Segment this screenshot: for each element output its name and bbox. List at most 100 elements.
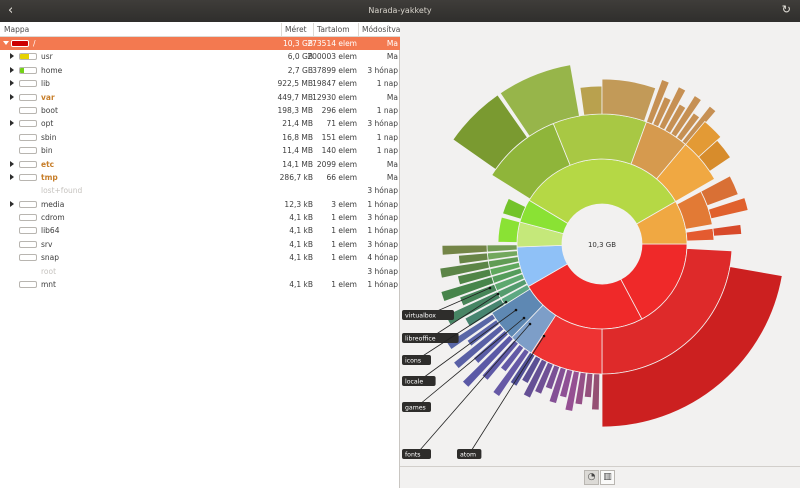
callout-dot (488, 286, 492, 290)
back-arrow-icon[interactable]: ‹ (8, 3, 14, 18)
table-row[interactable]: cdrom 4,1 kB 1 elem 3 hónap (0, 211, 400, 224)
usage-bar (19, 66, 37, 74)
treemap-chart-icon[interactable]: ▥ (600, 470, 615, 485)
reload-icon[interactable]: ↻ (781, 3, 791, 16)
expander-arrow-icon[interactable] (10, 53, 14, 60)
rings-chart[interactable]: 10,3 GB virtualbox libreoffice icons locale g… (400, 22, 800, 466)
expander-arrow-icon[interactable] (10, 200, 14, 207)
ring-segment[interactable] (645, 79, 670, 125)
ring-segment[interactable] (583, 372, 594, 399)
table-row[interactable]: media 12,3 kB 3 elem 1 hónap (0, 198, 400, 211)
table-row[interactable]: lib 922,5 MB 19847 elem 1 nap (0, 77, 400, 90)
ring-segment[interactable] (499, 64, 580, 137)
expander-arrow-icon[interactable] (10, 120, 14, 127)
ring-segment[interactable] (534, 361, 554, 395)
folder-size: 198,3 MB (277, 105, 313, 115)
ring-segment[interactable] (502, 197, 527, 220)
folder-modified: 1 nap (376, 105, 398, 115)
table-row[interactable]: srv 4,1 kB 1 elem 3 hónap (0, 238, 400, 251)
table-row[interactable]: home 2,7 GB 37899 elem 3 hónap (0, 64, 400, 77)
ring-segment[interactable] (522, 358, 548, 399)
ring-segment[interactable] (664, 103, 687, 134)
callout-label-box (402, 310, 454, 320)
callout-dot (504, 300, 508, 304)
ring-segment[interactable] (670, 95, 702, 138)
ring-segment[interactable] (559, 368, 574, 399)
ring-segment[interactable] (499, 343, 525, 373)
rings-chart-icon[interactable]: ◔ (584, 470, 599, 485)
ring-segment[interactable] (440, 276, 495, 302)
expander-arrow-icon[interactable] (10, 93, 14, 100)
ring-segment[interactable] (700, 175, 739, 207)
folder-size: 4,1 kB (289, 280, 313, 290)
table-row[interactable]: boot 198,3 MB 296 elem 1 nap (0, 104, 400, 117)
callout-label-box (402, 355, 431, 365)
folder-size: 11,4 MB (282, 146, 313, 156)
ring-segment[interactable] (652, 96, 672, 128)
table-row[interactable]: var 449,7 MB 12930 elem Ma (0, 91, 400, 104)
expander-arrow-icon[interactable] (10, 160, 14, 167)
column-header-folder[interactable]: Mappa (4, 25, 30, 34)
ring-segment[interactable] (658, 86, 687, 131)
table-row[interactable]: opt 21,4 MB 71 elem 3 hónap (0, 117, 400, 130)
ring-segment[interactable] (457, 268, 492, 286)
center-circle[interactable] (563, 205, 641, 283)
table-row[interactable]: usr 6,0 GB 200003 elem Ma (0, 50, 400, 63)
folder-name: bin (41, 146, 53, 156)
ring-segment[interactable] (548, 366, 567, 405)
ring-segment[interactable] (579, 85, 603, 116)
table-row[interactable]: / 10,3 GB 273514 elem Ma (0, 37, 400, 51)
folder-size: 21,4 MB (282, 119, 313, 129)
ring-segment[interactable] (601, 78, 657, 122)
table-row[interactable]: etc 14,1 MB 2099 elem Ma (0, 158, 400, 171)
ring-segment[interactable] (439, 260, 490, 279)
table-row[interactable]: lib64 4,1 kB 1 elem 1 hónap (0, 224, 400, 237)
column-header-modified[interactable]: Módosítva (362, 25, 401, 34)
ring-segment[interactable] (544, 364, 561, 391)
table-row[interactable]: lost+found 3 hónap (0, 184, 400, 197)
expander-arrow-icon[interactable] (10, 80, 14, 87)
ring-segment[interactable] (698, 139, 732, 172)
expander-arrow-icon[interactable] (3, 41, 9, 45)
table-row[interactable]: snap 4,1 kB 1 elem 4 hónap (0, 251, 400, 264)
ring-segment[interactable] (458, 252, 489, 265)
expander-arrow-icon[interactable] (10, 66, 14, 73)
table-row[interactable]: mnt 4,1 kB 1 elem 1 hónap (0, 278, 400, 291)
rings-chart-panel[interactable]: 10,3 GB virtualbox libreoffice icons locale g… (400, 22, 800, 466)
ring-segment[interactable] (446, 313, 497, 351)
table-row[interactable]: sbin 16,8 MB 151 elem 1 nap (0, 131, 400, 144)
ring-segment[interactable] (452, 94, 528, 170)
ring-segment[interactable] (444, 291, 502, 326)
ring-segment[interactable] (452, 324, 505, 370)
ring-segment[interactable] (521, 355, 542, 385)
folder-modified: 3 hónap (367, 65, 398, 75)
folder-name: lost+found (41, 186, 83, 196)
ring-segment[interactable] (459, 283, 498, 307)
ring-segment[interactable] (601, 266, 783, 428)
ring-segment[interactable] (574, 371, 587, 406)
ring-segment[interactable] (564, 370, 580, 412)
ring-segment[interactable] (492, 348, 530, 398)
ring-segment[interactable] (708, 197, 749, 220)
ring-segment[interactable] (712, 224, 743, 237)
usage-bar (19, 106, 37, 114)
column-header-size[interactable]: Méret (285, 25, 307, 34)
column-header-contents[interactable]: Tartalom (317, 25, 350, 34)
folder-contents: 1 elem (331, 213, 357, 223)
folder-name: / (33, 39, 36, 48)
callout-line (416, 301, 507, 361)
folder-size: 922,5 MB (277, 79, 313, 89)
table-row[interactable]: bin 11,4 MB 140 elem 1 nap (0, 144, 400, 157)
ring-segment[interactable] (685, 227, 715, 242)
ring-segment[interactable] (481, 339, 520, 381)
table-row[interactable]: tmp 286,7 kB 66 elem Ma (0, 171, 400, 184)
table-row[interactable]: root 3 hónap (0, 265, 400, 278)
ring-segment[interactable] (441, 244, 488, 256)
ring-segment[interactable] (591, 373, 601, 411)
ring-segment[interactable] (464, 298, 506, 328)
ring-segment[interactable] (552, 113, 647, 166)
ring-segment[interactable] (676, 112, 701, 142)
ring-segment[interactable] (461, 334, 514, 388)
expander-arrow-icon[interactable] (10, 173, 14, 180)
ring-segment[interactable] (497, 216, 521, 243)
